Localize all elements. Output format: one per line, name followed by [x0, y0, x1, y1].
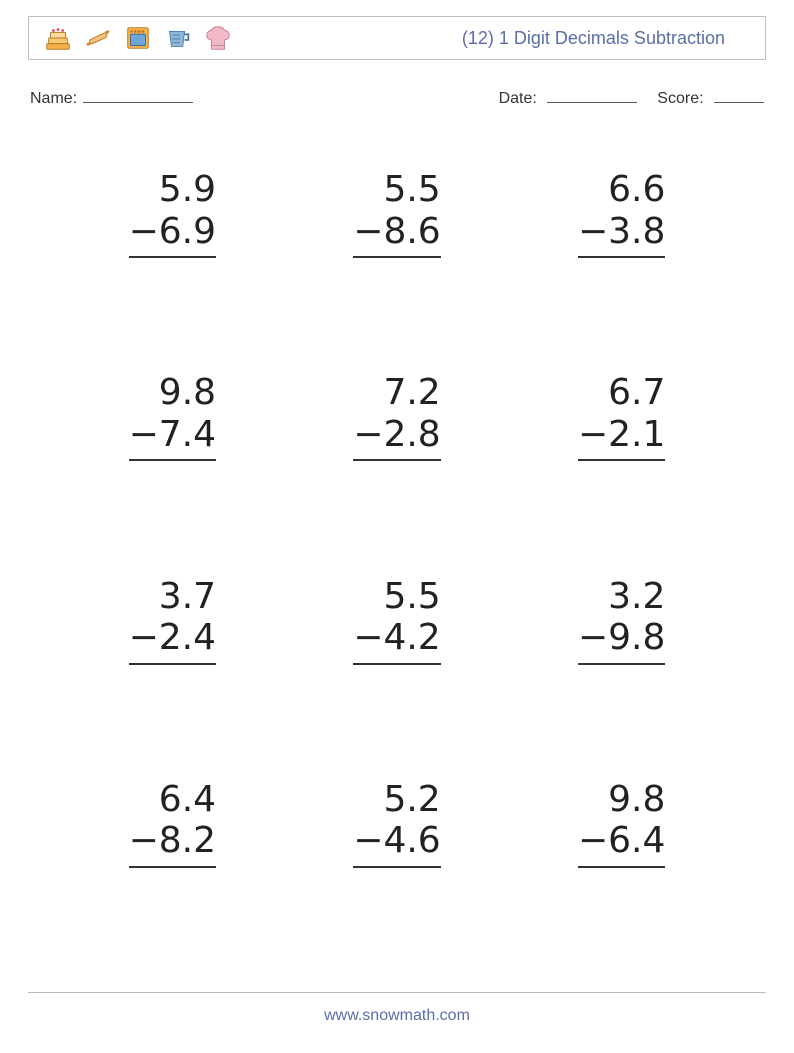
- subtraction-problem: 9.8−6.4: [578, 779, 665, 904]
- subtraction-problem: 6.7−2.1: [578, 372, 665, 497]
- rolling-pin-icon: [83, 23, 113, 53]
- problem-cell: 5.5−4.2: [285, 537, 510, 740]
- subtraction-problem: 5.5−4.2: [353, 576, 440, 701]
- minuend: 9.8: [578, 779, 665, 820]
- subtraction-problem: 6.6−3.8: [578, 169, 665, 294]
- oven-icon: [123, 23, 153, 53]
- problem-cell: 5.2−4.6: [285, 740, 510, 943]
- problem-cell: 5.9−6.9: [60, 130, 285, 333]
- name-field: Name:: [30, 88, 193, 108]
- subtrahend: −2.4: [129, 617, 216, 658]
- subtraction-problem: 5.9−6.9: [129, 169, 216, 294]
- minuend: 7.2: [353, 372, 440, 413]
- answer-rule: [353, 866, 440, 904]
- worksheet-page: (12) 1 Digit Decimals Subtraction Name: …: [0, 0, 794, 1053]
- answer-rule: [129, 256, 216, 294]
- minuend: 9.8: [129, 372, 216, 413]
- subtrahend: −4.6: [353, 820, 440, 861]
- cake-icon: [43, 23, 73, 53]
- footer-divider: [28, 992, 766, 993]
- answer-rule: [578, 256, 665, 294]
- answer-rule: [578, 459, 665, 497]
- minuend: 5.5: [353, 169, 440, 210]
- answer-rule: [578, 866, 665, 904]
- subtrahend: −8.6: [353, 211, 440, 252]
- score-label: Score:: [657, 90, 703, 107]
- problem-cell: 6.6−3.8: [509, 130, 734, 333]
- subtraction-problem: 5.2−4.6: [353, 779, 440, 904]
- score-field: Score:: [657, 88, 764, 108]
- subtraction-problem: 9.8−7.4: [129, 372, 216, 497]
- problem-cell: 9.8−7.4: [60, 333, 285, 536]
- header-bar: (12) 1 Digit Decimals Subtraction: [28, 16, 766, 60]
- minuend: 3.7: [129, 576, 216, 617]
- minuend: 5.2: [353, 779, 440, 820]
- date-label: Date:: [499, 90, 537, 107]
- answer-rule: [129, 866, 216, 904]
- problem-cell: 6.4−8.2: [60, 740, 285, 943]
- date-blank[interactable]: [547, 88, 637, 103]
- date-field: Date:: [499, 88, 638, 108]
- problem-cell: 3.7−2.4: [60, 537, 285, 740]
- answer-rule: [353, 663, 440, 701]
- minuend: 6.4: [129, 779, 216, 820]
- subtrahend: −2.8: [353, 414, 440, 455]
- minuend: 6.6: [578, 169, 665, 210]
- problem-cell: 3.2−9.8: [509, 537, 734, 740]
- minuend: 3.2: [578, 576, 665, 617]
- subtrahend: −3.8: [578, 211, 665, 252]
- name-label: Name:: [30, 90, 77, 108]
- problem-cell: 5.5−8.6: [285, 130, 510, 333]
- score-blank[interactable]: [714, 88, 764, 103]
- minuend: 6.7: [578, 372, 665, 413]
- problem-cell: 7.2−2.8: [285, 333, 510, 536]
- answer-rule: [129, 663, 216, 701]
- subtraction-problem: 5.5−8.6: [353, 169, 440, 294]
- problem-cell: 9.8−6.4: [509, 740, 734, 943]
- cup-icon: [163, 23, 193, 53]
- subtrahend: −8.2: [129, 820, 216, 861]
- header-icons: [43, 23, 233, 53]
- info-row: Name: Date: Score:: [30, 88, 764, 108]
- subtrahend: −2.1: [578, 414, 665, 455]
- answer-rule: [353, 459, 440, 497]
- subtrahend: −6.4: [578, 820, 665, 861]
- subtraction-problem: 3.2−9.8: [578, 576, 665, 701]
- minuend: 5.9: [129, 169, 216, 210]
- answer-rule: [353, 256, 440, 294]
- subtrahend: −6.9: [129, 211, 216, 252]
- subtraction-problem: 6.4−8.2: [129, 779, 216, 904]
- minuend: 5.5: [353, 576, 440, 617]
- worksheet-title: (12) 1 Digit Decimals Subtraction: [462, 28, 725, 49]
- problem-cell: 6.7−2.1: [509, 333, 734, 536]
- problems-grid: 5.9−6.9 5.5−8.6 6.6−3.8 9.8−7.4 7.2−2.8 …: [60, 130, 734, 943]
- chef-hat-icon: [203, 23, 233, 53]
- subtrahend: −4.2: [353, 617, 440, 658]
- name-blank[interactable]: [83, 88, 193, 103]
- answer-rule: [129, 459, 216, 497]
- answer-rule: [578, 663, 665, 701]
- subtraction-problem: 3.7−2.4: [129, 576, 216, 701]
- subtrahend: −9.8: [578, 617, 665, 658]
- subtraction-problem: 7.2−2.8: [353, 372, 440, 497]
- footer-text: www.snowmath.com: [0, 1007, 794, 1025]
- subtrahend: −7.4: [129, 414, 216, 455]
